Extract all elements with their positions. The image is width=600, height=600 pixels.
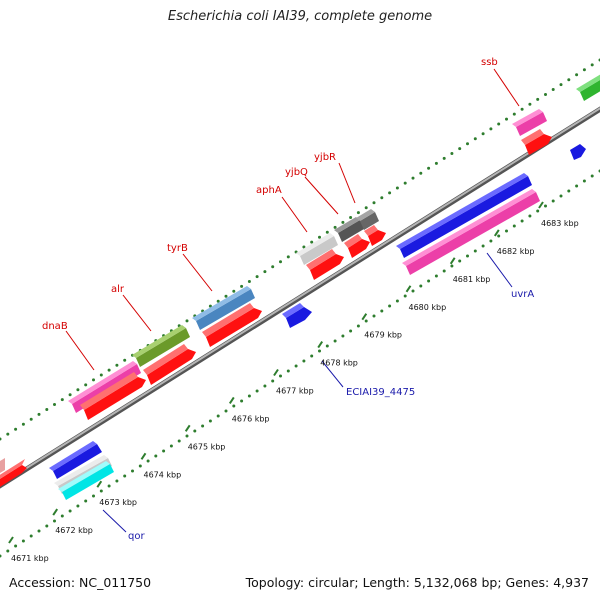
kbp-tick-mark	[140, 452, 147, 460]
kbp-tick-label: 4683 kbp	[541, 219, 579, 228]
upper-dot-track	[0, 58, 600, 441]
kbp-tick-label: 4680 kbp	[409, 303, 447, 312]
kbp-tick-mark	[405, 285, 412, 293]
label-ECIAI39_4475[interactable]: ECIAI39_4475	[346, 387, 415, 398]
kbp-tick-mark	[317, 341, 324, 349]
cds-arrow-dnaB[interactable]	[80, 372, 146, 420]
kbp-tick-label: 4672 kbp	[55, 526, 93, 535]
kbp-tick-mark	[228, 396, 235, 404]
cds-arrow-yjbR[interactable]	[364, 225, 386, 246]
label-ssb[interactable]: ssb	[481, 57, 498, 68]
accession-label: Accession: NC_011750	[9, 575, 152, 590]
kbp-tick-label: 4679 kbp	[364, 331, 402, 340]
gene-aphA[interactable]	[296, 233, 338, 265]
cds-arrow-alr[interactable]	[143, 344, 196, 385]
kbp-tick-label: 4675 kbp	[188, 442, 226, 451]
kbp-tick-label: 4674 kbp	[144, 470, 182, 479]
forward-strand-genes	[0, 74, 600, 487]
kbp-tick-label: 4677 kbp	[276, 387, 314, 396]
kbp-tick-label: 4671 kbp	[11, 554, 49, 563]
gene-uvrA[interactable]	[396, 173, 532, 258]
kbp-tick-mark	[538, 201, 544, 209]
label-dnaB[interactable]: dnaB	[42, 321, 68, 332]
gene-qor[interactable]	[49, 441, 102, 479]
kbp-ticks: 4671 kbp 4672 kbp 4673 kbp 4674 kbp 4675 kbp…	[8, 201, 579, 563]
kbp-tick-mark	[273, 368, 279, 377]
gene-ssb[interactable]	[512, 109, 547, 136]
label-yjbQ[interactable]: yjbQ	[285, 167, 308, 178]
gene-alr[interactable]	[132, 325, 190, 367]
gene-qor-cyan	[62, 464, 114, 500]
lower-dot-track	[0, 169, 600, 558]
kbp-tick-mark	[96, 480, 103, 488]
gene-ECIAI39_4475[interactable]	[282, 303, 312, 328]
reverse-strand-genes	[49, 144, 586, 500]
gene-yjbR[interactable]	[356, 209, 379, 230]
label-alr[interactable]: alr	[111, 284, 125, 295]
label-qor[interactable]: qor	[128, 531, 145, 542]
gene-uvrA-pink[interactable]	[402, 189, 540, 275]
gene-bar-partial-left	[0, 458, 5, 473]
cds-arrow-partial-left	[0, 465, 27, 487]
gene-yjbQ[interactable]	[334, 217, 364, 242]
kbp-tick-mark	[493, 229, 500, 237]
kbp-tick-mark	[52, 508, 59, 516]
gene-blue-small-right[interactable]	[570, 144, 586, 160]
kbp-tick-mark	[184, 424, 191, 432]
genome-summary: Topology: circular; Length: 5,132,068 bp…	[245, 575, 589, 590]
kbp-tick-label: 4676 kbp	[232, 414, 270, 423]
genome-backbone	[0, 106, 600, 489]
kbp-tick-label: 4681 kbp	[453, 275, 491, 284]
kbp-tick-label: 4673 kbp	[99, 498, 137, 507]
kbp-tick-mark	[449, 257, 456, 265]
label-tyrB[interactable]: tyrB	[167, 243, 188, 254]
label-uvrA[interactable]: uvrA	[511, 289, 534, 300]
kbp-tick-mark	[8, 536, 14, 544]
kbp-tick-label: 4682 kbp	[497, 247, 535, 256]
map-title: Escherichia coli IAI39, complete genome	[167, 9, 433, 24]
cds-arrow-tyrB[interactable]	[202, 303, 262, 347]
cds-arrow-yjbQ[interactable]	[344, 234, 370, 258]
kbp-tick-label: 4678 kbp	[320, 359, 358, 368]
gene-labels: dnaB alr tyrB aphA yjbQ yjbR ssb uvrA EC…	[42, 57, 534, 542]
gene-tyrB[interactable]	[192, 286, 255, 330]
kbp-tick-mark	[361, 313, 368, 321]
label-leaders	[65, 68, 520, 533]
cds-arrow-aphA[interactable]	[306, 249, 344, 280]
feature-track-dots	[0, 58, 600, 558]
label-yjbR[interactable]: yjbR	[314, 152, 336, 163]
label-aphA[interactable]: aphA	[256, 185, 282, 196]
cds-arrow-ssb[interactable]	[521, 129, 552, 155]
gene-bar-partial-right	[580, 80, 600, 101]
